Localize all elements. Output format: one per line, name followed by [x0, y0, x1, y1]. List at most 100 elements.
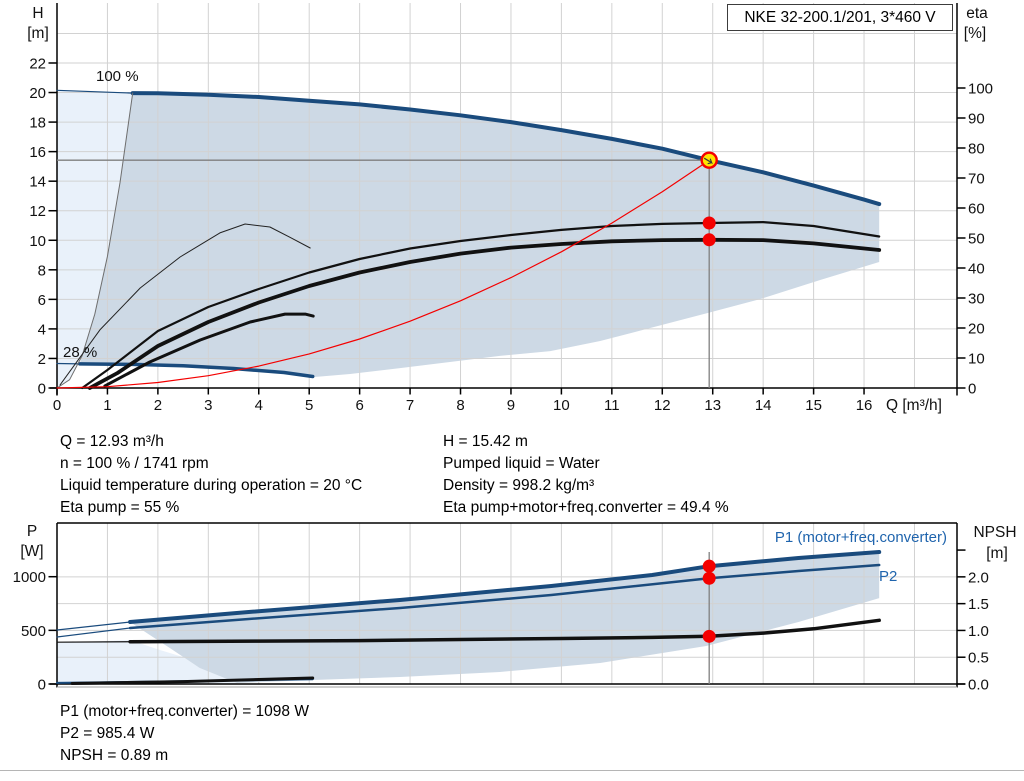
- tick-label: 16: [29, 144, 46, 161]
- duty-info-left: Q = 12.93 m³/h n = 100 % / 1741 rpm Liqu…: [60, 431, 362, 519]
- hq-chart-tick-labels: 2220181614121086420100908070605040302010…: [29, 55, 993, 414]
- eta-axis-title: eta: [966, 5, 988, 22]
- tick-label: 4: [38, 321, 46, 338]
- p1-lead: [56, 621, 131, 631]
- tick-label: 3: [204, 397, 212, 414]
- result-npsh: NPSH = 0.89 m: [60, 747, 169, 764]
- tick-label: 0.5: [968, 650, 989, 667]
- p-axis-title: P: [27, 523, 37, 540]
- p-28pct-black: [70, 676, 315, 685]
- npsh-axis-title: NPSH: [973, 524, 1016, 541]
- tick-label: 80: [968, 141, 985, 158]
- tick-label: 1000: [13, 569, 46, 586]
- hq-chart-markers: [57, 151, 718, 388]
- eta-total-point: [702, 233, 716, 247]
- low-flow-pale-region: [57, 640, 238, 684]
- part-load-curve-thin: [59, 223, 311, 386]
- control-curve-red: [56, 159, 710, 389]
- speed-28-label: 28 %: [63, 344, 97, 361]
- tick-label: 500: [21, 623, 46, 640]
- hq-curve-100pct: [130, 91, 882, 207]
- tick-label: 2: [154, 397, 162, 414]
- eta-pump-motor-freq-curve: [87, 237, 882, 390]
- tick-label: 1.5: [968, 596, 989, 613]
- hq-curve-28pct: [77, 362, 315, 379]
- p1-curve: [128, 550, 882, 624]
- tick-label: 10: [553, 397, 570, 414]
- info-density: Density = 998.2 kg/m³: [443, 477, 595, 494]
- p1-point: [702, 559, 716, 573]
- tick-label: 13: [704, 397, 721, 414]
- p2-curve-label: P2: [879, 568, 897, 585]
- operating-envelope: [79, 93, 880, 378]
- duty-point-arrow-icon: [703, 157, 713, 165]
- info-liquid-temp: Liquid temperature during operation = 20…: [60, 477, 363, 494]
- info-h: H = 15.42 m: [443, 433, 528, 450]
- tick-label: 1.0: [968, 623, 989, 640]
- tick-label: 100: [968, 81, 993, 98]
- npsh-lead: [56, 641, 131, 643]
- tick-label: 0.0: [968, 677, 989, 694]
- power-chart-axes: [48, 522, 966, 688]
- eta-axis-unit: [%]: [964, 25, 986, 42]
- tick-label: 6: [355, 397, 363, 414]
- min-flow-limit-line: [56, 92, 134, 389]
- tick-label: 14: [755, 397, 772, 414]
- operating-envelope: [130, 552, 880, 683]
- tick-label: 30: [968, 291, 985, 308]
- tick-label: 20: [29, 85, 46, 102]
- tick-label: 5: [305, 397, 313, 414]
- power-chart-regions: [57, 552, 880, 684]
- hq-chart-regions: [57, 90, 880, 389]
- part-load-curve-thick: [103, 312, 315, 388]
- duty-point[interactable]: [700, 151, 718, 169]
- tick-label: 50: [968, 231, 985, 248]
- hq-curve-100pct-lead: [56, 89, 134, 94]
- tick-label: 18: [29, 115, 46, 132]
- npsh-axis-unit: [m]: [986, 545, 1008, 562]
- tick-label: 60: [968, 201, 985, 218]
- p2-curve: [128, 563, 881, 630]
- tick-label: 70: [968, 171, 985, 188]
- hq-chart-series: [56, 89, 882, 390]
- low-flow-pale-region: [57, 90, 133, 389]
- pump-title-box: NKE 32-200.1/201, 3*460 V: [727, 4, 953, 31]
- hq-chart-axes: [48, 3, 966, 396]
- q-axis-title: Q [m³/h]: [886, 397, 942, 414]
- npsh-curve: [128, 618, 881, 644]
- tick-label: 0: [38, 381, 46, 398]
- power-chart-tick-labels: 1000 500 0 2.0 1.5 1.0 0.5 0.0: [13, 569, 989, 693]
- eta-pump-curve: [81, 221, 881, 390]
- p2-lead: [56, 627, 131, 638]
- tick-label: 8: [456, 397, 464, 414]
- tick-label: 10: [29, 233, 46, 250]
- eta-pump-point: [702, 216, 716, 230]
- tick-label: 0: [53, 397, 61, 414]
- h-axis-unit: [m]: [27, 25, 49, 42]
- tick-label: 6: [38, 292, 46, 309]
- hq-chart-grid: [57, 3, 957, 388]
- tick-label: 11: [604, 397, 620, 414]
- p1-curve-label: P1 (motor+freq.converter): [775, 529, 947, 546]
- tick-label: 10: [968, 351, 985, 368]
- info-n: n = 100 % / 1741 rpm: [60, 455, 209, 472]
- result-block: P1 (motor+freq.converter) = 1098 W P2 = …: [60, 701, 309, 767]
- tick-label: 8: [38, 262, 46, 279]
- info-q: Q = 12.93 m³/h: [60, 433, 164, 450]
- power-chart-markers: [702, 552, 716, 684]
- tick-label: 20: [968, 321, 985, 338]
- info-pumped-liquid: Pumped liquid = Water: [443, 455, 600, 472]
- tick-label: 1: [103, 397, 111, 414]
- tick-label: 7: [406, 397, 414, 414]
- tick-label: 2: [38, 351, 46, 368]
- tick-label: 9: [507, 397, 515, 414]
- speed-100-label: 100 %: [96, 68, 139, 85]
- p2-point: [702, 571, 716, 585]
- tick-label: 90: [968, 111, 985, 128]
- tick-label: 14: [29, 174, 46, 191]
- tick-label: 22: [29, 55, 46, 72]
- h-axis-title: H: [32, 5, 43, 22]
- bottom-divider: [0, 770, 1024, 771]
